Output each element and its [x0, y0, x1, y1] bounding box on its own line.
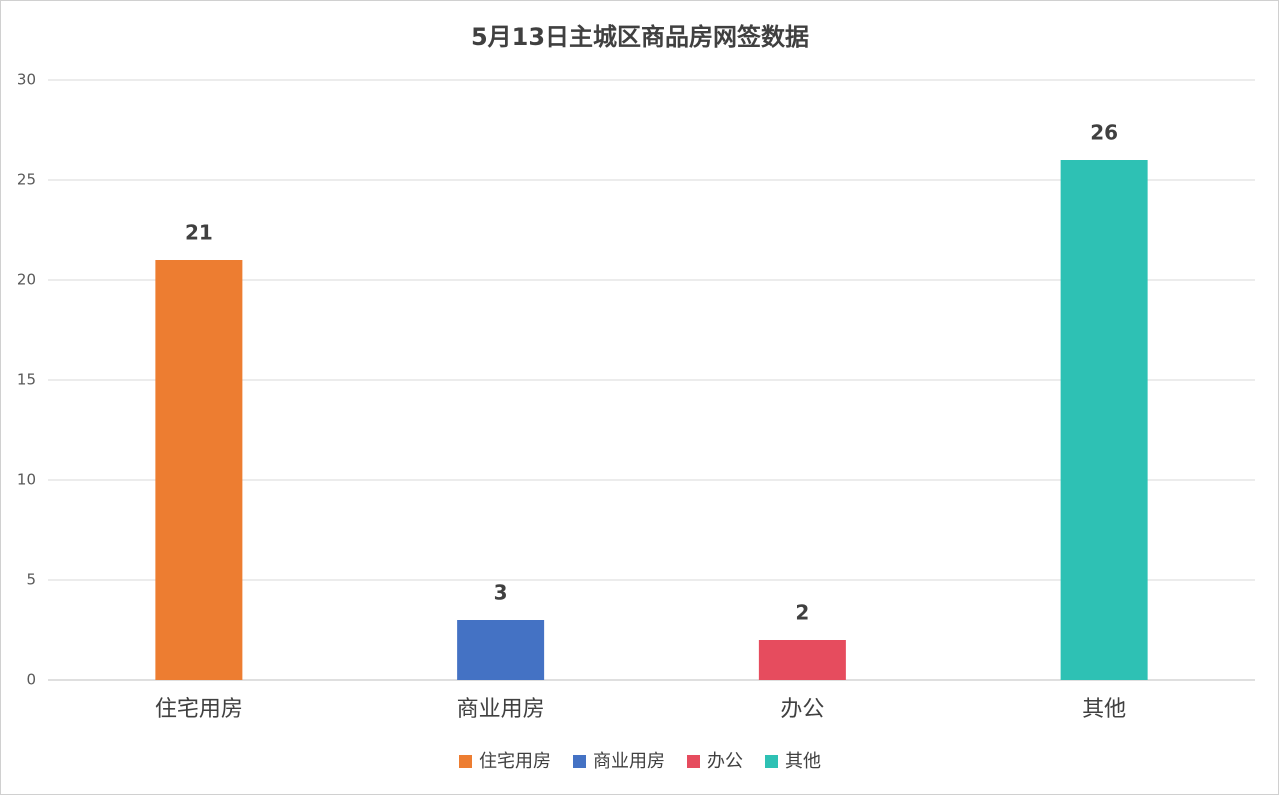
legend-swatch: [573, 755, 586, 768]
legend-label: 其他: [785, 751, 821, 772]
x-tick-label: 商业用房: [457, 697, 545, 722]
legend-swatch: [765, 755, 778, 768]
chart-title: 5月13日主城区商品房网签数据: [471, 23, 809, 51]
y-tick-label: 5: [26, 571, 36, 589]
y-tick-label: 0: [26, 671, 36, 689]
legend-swatch: [687, 755, 700, 768]
data-label: 21: [185, 221, 213, 245]
y-tick-label: 10: [17, 471, 36, 489]
y-tick-label: 30: [17, 71, 36, 89]
bar: [457, 620, 545, 680]
legend-label: 商业用房: [593, 751, 665, 772]
data-label: 26: [1090, 121, 1118, 145]
data-label: 2: [795, 601, 809, 625]
data-label: 3: [494, 581, 508, 605]
y-tick-label: 20: [17, 271, 36, 289]
y-tick-label: 15: [17, 371, 36, 389]
legend-swatch: [459, 755, 472, 768]
bar: [758, 640, 846, 680]
y-tick-label: 25: [17, 171, 36, 189]
bar: [1060, 160, 1148, 680]
bar: [155, 260, 243, 680]
legend-label: 办公: [707, 751, 743, 772]
x-tick-label: 办公: [780, 697, 824, 722]
x-tick-label: 住宅用房: [155, 697, 243, 722]
legend-label: 住宅用房: [479, 751, 551, 772]
x-tick-label: 其他: [1082, 697, 1126, 722]
